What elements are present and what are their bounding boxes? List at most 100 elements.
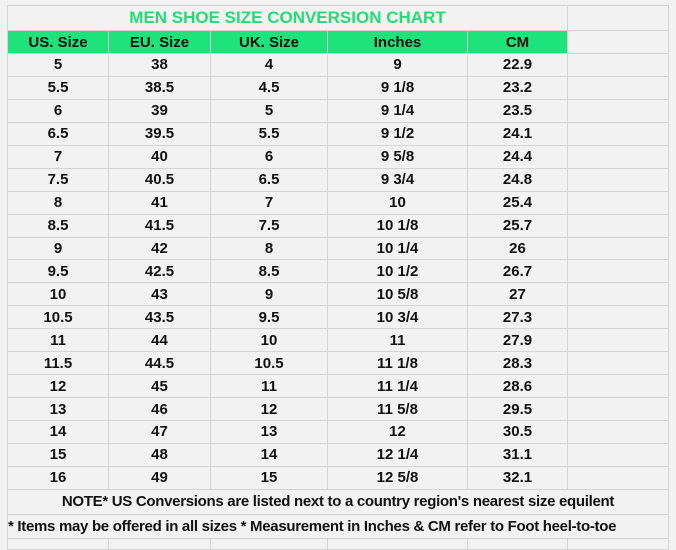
cell-cm[interactable]: 27 [467,282,568,307]
cell-cm[interactable]: 24.8 [467,167,568,192]
empty-cell[interactable] [567,305,669,330]
cell-inches[interactable]: 9 [327,53,468,77]
cell-uk-size[interactable]: 8 [210,236,328,261]
empty-cell[interactable] [567,420,669,444]
cell-eu-size[interactable]: 44 [108,328,211,353]
cell-inches[interactable]: 9 1/2 [327,121,468,146]
cell-inches[interactable]: 12 1/4 [327,442,468,467]
cell-cm[interactable]: 24.1 [467,121,568,146]
cell-cm[interactable]: 24.4 [467,144,568,169]
cell-eu-size[interactable]: 42 [108,236,211,261]
cell-inches[interactable]: 10 1/8 [327,213,468,238]
empty-cell[interactable] [567,537,669,550]
cell-us-size[interactable]: 10.5 [7,305,109,330]
cell-eu-size[interactable]: 42.5 [108,259,211,284]
empty-cell[interactable] [567,465,669,490]
empty-cell[interactable] [567,53,669,77]
cell-eu-size[interactable]: 38 [108,53,211,77]
cell-us-size[interactable]: 5.5 [7,75,109,100]
cell-cm[interactable]: 30.5 [467,420,568,444]
empty-cell[interactable] [567,144,669,169]
cell-eu-size[interactable]: 39.5 [108,121,211,146]
cell-uk-size[interactable]: 4.5 [210,75,328,100]
cell-cm[interactable]: 32.1 [467,465,568,490]
empty-cell[interactable] [467,537,568,550]
empty-cell[interactable] [567,397,669,421]
empty-cell[interactable] [567,351,669,376]
empty-cell[interactable] [567,5,669,31]
cell-uk-size[interactable]: 10 [210,328,328,353]
cell-us-size[interactable]: 7 [7,144,109,169]
cell-uk-size[interactable]: 6 [210,144,328,169]
empty-cell[interactable] [210,537,328,550]
cell-us-size[interactable]: 14 [7,420,109,444]
empty-cell[interactable] [567,30,669,54]
cell-cm[interactable]: 27.9 [467,328,568,353]
cell-us-size[interactable]: 11 [7,328,109,353]
cell-uk-size[interactable]: 5.5 [210,121,328,146]
cell-uk-size[interactable]: 7.5 [210,213,328,238]
cell-inches[interactable]: 11 1/4 [327,374,468,399]
empty-cell[interactable] [108,537,211,550]
cell-inches[interactable]: 9 1/8 [327,75,468,100]
empty-cell[interactable] [567,167,669,192]
cell-inches[interactable]: 10 3/4 [327,305,468,330]
cell-uk-size[interactable]: 11 [210,374,328,399]
cell-cm[interactable]: 28.6 [467,374,568,399]
cell-us-size[interactable]: 15 [7,442,109,467]
empty-cell[interactable] [7,537,109,550]
cell-cm[interactable]: 28.3 [467,351,568,376]
cell-us-size[interactable]: 12 [7,374,109,399]
cell-cm[interactable]: 25.4 [467,190,568,215]
cell-uk-size[interactable]: 4 [210,53,328,77]
empty-cell[interactable] [567,442,669,467]
cell-uk-size[interactable]: 9.5 [210,305,328,330]
cell-inches[interactable]: 11 1/8 [327,351,468,376]
cell-eu-size[interactable]: 48 [108,442,211,467]
cell-us-size[interactable]: 10 [7,282,109,307]
cell-inches[interactable]: 9 1/4 [327,98,468,123]
cell-uk-size[interactable]: 13 [210,420,328,444]
cell-us-size[interactable]: 5 [7,53,109,77]
cell-eu-size[interactable]: 41 [108,190,211,215]
cell-inches[interactable]: 11 5/8 [327,397,468,421]
cell-uk-size[interactable]: 14 [210,442,328,467]
cell-uk-size[interactable]: 6.5 [210,167,328,192]
cell-us-size[interactable]: 8 [7,190,109,215]
empty-cell[interactable] [567,236,669,261]
cell-us-size[interactable]: 9 [7,236,109,261]
cell-eu-size[interactable]: 46 [108,397,211,421]
cell-cm[interactable]: 26.7 [467,259,568,284]
cell-eu-size[interactable]: 43 [108,282,211,307]
cell-cm[interactable]: 23.5 [467,98,568,123]
cell-inches[interactable]: 9 3/4 [327,167,468,192]
empty-cell[interactable] [567,98,669,123]
cell-uk-size[interactable]: 7 [210,190,328,215]
cell-cm[interactable]: 31.1 [467,442,568,467]
cell-uk-size[interactable]: 12 [210,397,328,421]
cell-eu-size[interactable]: 43.5 [108,305,211,330]
cell-eu-size[interactable]: 47 [108,420,211,444]
cell-inches[interactable]: 12 5/8 [327,465,468,490]
cell-cm[interactable]: 27.3 [467,305,568,330]
cell-uk-size[interactable]: 5 [210,98,328,123]
cell-uk-size[interactable]: 15 [210,465,328,490]
cell-inches[interactable]: 10 5/8 [327,282,468,307]
cell-eu-size[interactable]: 45 [108,374,211,399]
cell-cm[interactable]: 29.5 [467,397,568,421]
cell-eu-size[interactable]: 38.5 [108,75,211,100]
cell-us-size[interactable]: 11.5 [7,351,109,376]
cell-us-size[interactable]: 16 [7,465,109,490]
cell-us-size[interactable]: 13 [7,397,109,421]
cell-uk-size[interactable]: 8.5 [210,259,328,284]
empty-cell[interactable] [567,259,669,284]
cell-us-size[interactable]: 7.5 [7,167,109,192]
empty-cell[interactable] [567,190,669,215]
cell-inches[interactable]: 12 [327,420,468,444]
cell-cm[interactable]: 25.7 [467,213,568,238]
empty-cell[interactable] [567,282,669,307]
empty-cell[interactable] [567,75,669,100]
cell-cm[interactable]: 26 [467,236,568,261]
cell-inches[interactable]: 9 5/8 [327,144,468,169]
cell-cm[interactable]: 22.9 [467,53,568,77]
